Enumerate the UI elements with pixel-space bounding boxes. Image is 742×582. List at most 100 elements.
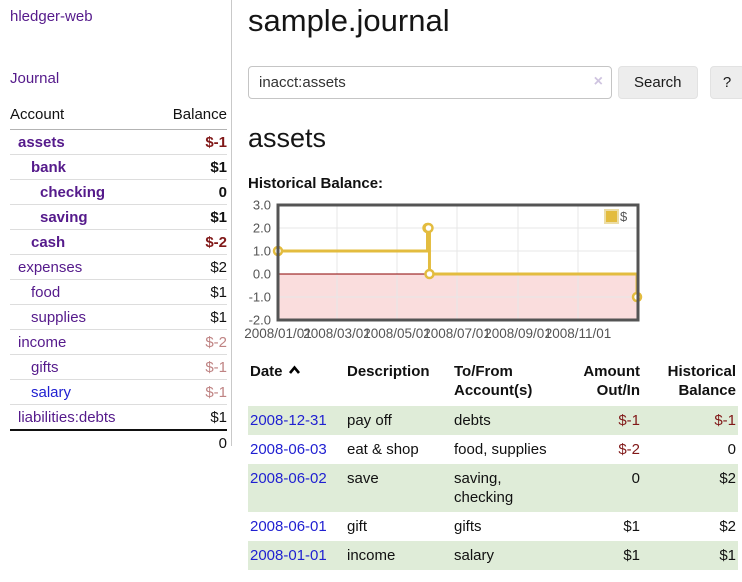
account-link-food[interactable]: food xyxy=(31,284,61,301)
register-row: 2008-06-01 gift gifts $1 $2 xyxy=(248,512,738,541)
svg-text:2008/05/01: 2008/05/01 xyxy=(363,326,431,341)
transaction-date-link[interactable]: 2008-06-01 xyxy=(250,518,327,535)
clear-search-icon[interactable]: × xyxy=(593,73,603,90)
transaction-amount: $-1 xyxy=(562,406,642,435)
chart-label: Historical Balance: xyxy=(248,175,384,192)
accounts-total-row: 0 xyxy=(10,429,227,455)
svg-text:2.0: 2.0 xyxy=(253,221,271,236)
account-row-saving: saving $1 xyxy=(10,204,227,230)
search-form: × Search ? xyxy=(248,66,742,99)
search-button[interactable]: Search xyxy=(618,66,698,99)
register-header-accounts: To/From Account(s) xyxy=(452,360,562,406)
transaction-description: income xyxy=(345,541,452,570)
account-link-assets[interactable]: assets xyxy=(18,134,65,151)
app-layout: hledger-web Journal Account Balance asse… xyxy=(0,0,742,570)
sidebar-item-journal[interactable]: Journal xyxy=(10,70,60,87)
account-link-cash[interactable]: cash xyxy=(31,234,66,251)
register-row: 2008-06-02 save saving, checking 0 $2 xyxy=(248,464,738,512)
date-header-label: Date xyxy=(250,363,283,380)
account-row-income: income $-2 xyxy=(10,329,227,355)
account-row-food: food $1 xyxy=(10,279,227,305)
account-row-bank: bank $1 xyxy=(10,154,227,180)
register-header-row: Date Description To/From Account(s) Amou… xyxy=(248,360,738,406)
account-balance: $1 xyxy=(153,154,227,180)
register-header-amount: Amount Out/In xyxy=(562,360,642,406)
register-table: Date Description To/From Account(s) Amou… xyxy=(248,360,738,570)
transaction-balance: $-1 xyxy=(642,406,738,435)
transaction-amount: $1 xyxy=(562,541,642,570)
transaction-amount: $1 xyxy=(623,518,640,535)
register-row: 2008-01-01 income salary $1 $1 xyxy=(248,541,738,570)
account-row-assets: assets $-1 xyxy=(10,129,227,155)
account-link-saving[interactable]: saving xyxy=(40,209,88,226)
svg-text:2008/03/01: 2008/03/01 xyxy=(303,326,371,341)
account-balance: $1 xyxy=(153,304,227,330)
account-link-income[interactable]: income xyxy=(18,334,67,351)
transaction-description: eat & shop xyxy=(347,441,419,458)
svg-text:-2.0: -2.0 xyxy=(249,313,271,328)
register-header-description: Description xyxy=(347,363,430,380)
sort-ascending-icon xyxy=(288,362,301,381)
transaction-accounts: food, supplies xyxy=(454,441,547,458)
account-balance: $1 xyxy=(153,404,227,430)
svg-text:-1.0: -1.0 xyxy=(249,290,271,305)
account-balance: 0 xyxy=(153,179,227,205)
account-link-checking[interactable]: checking xyxy=(40,184,106,201)
transaction-accounts: gifts xyxy=(454,518,482,535)
historical-balance-chart: $3.0 2.0 1.0 0.0 -1.0 -2.02008/01/012008/03/0… xyxy=(244,198,643,341)
transaction-date-link[interactable]: 2008-01-01 xyxy=(250,547,327,564)
page-title: sample.journal xyxy=(248,3,450,38)
account-link-expenses[interactable]: expenses xyxy=(18,259,83,276)
svg-text:2008/07/01: 2008/07/01 xyxy=(423,326,491,341)
register-row: 2008-12-31 pay off debts $-1 $-1 xyxy=(248,406,738,435)
transaction-balance: $2 xyxy=(719,518,736,535)
main-content: sample.journal × Search ? assets Histori… xyxy=(232,0,742,570)
account-link-liabilities-debts[interactable]: liabilities:debts xyxy=(18,409,116,426)
account-balance: $-2 xyxy=(153,329,227,355)
help-button[interactable]: ? xyxy=(709,66,742,99)
accounts-header-account: Account xyxy=(10,103,154,130)
account-balance: $1 xyxy=(153,279,227,305)
accounts-header-row: Account Balance xyxy=(10,103,227,130)
account-link-bank[interactable]: bank xyxy=(31,159,67,176)
account-link-supplies[interactable]: supplies xyxy=(31,309,87,326)
search-input[interactable] xyxy=(248,66,612,99)
account-row-liabilities-debts: liabilities:debts $1 xyxy=(10,404,227,430)
balance-header-line2: Balance xyxy=(678,382,736,399)
account-balance: $-1 xyxy=(153,379,227,405)
legend-swatch xyxy=(604,209,619,224)
transaction-balance: $1 xyxy=(642,541,738,570)
transaction-accounts: salary xyxy=(452,541,562,570)
account-link-salary[interactable]: salary xyxy=(31,384,72,401)
svg-text:3.0: 3.0 xyxy=(253,198,271,213)
account-balance: $2 xyxy=(153,254,227,280)
register-row: 2008-06-03 eat & shop food, supplies $-2… xyxy=(248,435,738,464)
amount-header-line1: Amount xyxy=(583,363,640,380)
accounts-header-line1: To/From xyxy=(454,363,513,380)
account-row-checking: checking 0 xyxy=(10,179,227,205)
accounts-total: 0 xyxy=(153,429,227,455)
account-row-cash: cash $-2 xyxy=(10,229,227,255)
transaction-amount: 0 xyxy=(562,464,642,512)
transaction-date-link[interactable]: 2008-06-02 xyxy=(250,470,327,487)
sidebar: hledger-web Journal Account Balance asse… xyxy=(0,0,232,455)
account-row-salary: salary $-1 xyxy=(10,379,227,405)
register-header-balance: Historical Balance xyxy=(642,360,738,406)
transaction-date-link[interactable]: 2008-06-03 xyxy=(250,441,327,458)
app-title[interactable]: hledger-web xyxy=(10,8,93,25)
register-header-date[interactable]: Date xyxy=(248,360,345,406)
legend-label: $ xyxy=(620,209,628,224)
transaction-accounts: debts xyxy=(452,406,562,435)
svg-text:2008/09/01: 2008/09/01 xyxy=(484,326,552,341)
transaction-accounts: saving, checking xyxy=(452,464,562,512)
transaction-description: save xyxy=(345,464,452,512)
transaction-balance: $2 xyxy=(642,464,738,512)
transaction-amount: $-2 xyxy=(618,441,640,458)
account-row-gifts: gifts $-1 xyxy=(10,354,227,380)
transaction-date-link[interactable]: 2008-12-31 xyxy=(250,412,327,429)
account-heading: assets xyxy=(248,123,327,153)
transaction-description: pay off xyxy=(345,406,452,435)
account-balance: $-1 xyxy=(153,129,227,155)
account-link-gifts[interactable]: gifts xyxy=(31,359,59,376)
transaction-description: gift xyxy=(347,518,368,535)
